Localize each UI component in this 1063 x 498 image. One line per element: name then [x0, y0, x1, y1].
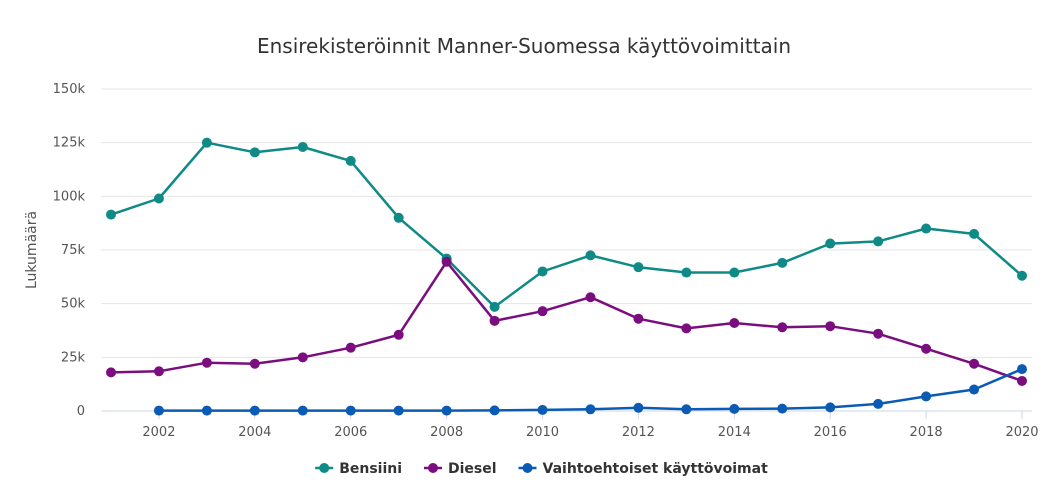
data-point[interactable]: [249, 147, 260, 158]
legend-marker: [522, 463, 533, 473]
data-point[interactable]: [921, 223, 932, 234]
data-point[interactable]: [537, 266, 548, 277]
data-point[interactable]: [681, 404, 692, 415]
y-axis-title: Lukumäärä: [24, 211, 40, 289]
data-point[interactable]: [345, 342, 356, 353]
data-point[interactable]: [1017, 270, 1027, 281]
legend-item[interactable]: Vaihtoehtoiset käyttövoimat: [518, 461, 769, 477]
y-tick-label: 75k: [61, 243, 86, 258]
x-tick-label: 2014: [718, 425, 751, 440]
data-point[interactable]: [153, 405, 164, 416]
data-point[interactable]: [106, 209, 116, 220]
series-1: [106, 256, 1027, 386]
x-tick-label: 2006: [334, 425, 367, 440]
x-tick-label: 2004: [238, 425, 271, 440]
series-layer: [106, 137, 1027, 416]
data-point[interactable]: [201, 405, 212, 416]
y-tick-label: 50k: [61, 297, 86, 312]
data-point[interactable]: [729, 403, 740, 414]
data-point[interactable]: [153, 193, 164, 204]
data-point[interactable]: [777, 403, 788, 414]
data-point[interactable]: [489, 315, 500, 326]
x-tick-label: 2018: [910, 425, 943, 440]
data-point[interactable]: [825, 238, 836, 249]
data-point[interactable]: [873, 328, 884, 339]
data-point[interactable]: [969, 358, 980, 369]
data-point[interactable]: [441, 256, 452, 267]
data-point[interactable]: [393, 329, 404, 340]
data-point[interactable]: [681, 267, 692, 278]
data-point[interactable]: [633, 313, 644, 324]
series-0: [106, 137, 1027, 312]
data-point[interactable]: [585, 404, 596, 415]
data-point[interactable]: [297, 405, 308, 416]
data-point[interactable]: [1017, 364, 1027, 375]
data-point[interactable]: [1017, 375, 1027, 386]
y-axis-ticks: 0 25k 50k 75k 100k 125k 150k: [53, 82, 86, 419]
legend-item[interactable]: Bensiini: [315, 461, 402, 477]
data-point[interactable]: [777, 257, 788, 268]
data-point[interactable]: [297, 141, 308, 152]
y-tick-label: 25k: [61, 350, 86, 365]
x-tick-label: 2010: [526, 425, 559, 440]
data-point[interactable]: [201, 357, 212, 368]
data-point[interactable]: [153, 366, 164, 377]
legend[interactable]: Bensiini Diesel Vaihtoehtoiset käyttövoima…: [315, 461, 768, 477]
series-line: [110, 141, 1023, 309]
x-tick-label: 2012: [622, 425, 655, 440]
legend-marker: [428, 463, 438, 473]
data-point[interactable]: [969, 228, 980, 239]
legend-marker: [319, 463, 330, 473]
data-point[interactable]: [297, 352, 308, 363]
y-tick-label: 0: [77, 404, 85, 419]
data-point[interactable]: [825, 321, 836, 332]
data-point[interactable]: [345, 155, 356, 166]
series-2: [153, 364, 1027, 416]
data-point[interactable]: [921, 343, 932, 354]
legend-label: Vaihtoehtoiset käyttövoimat: [543, 461, 769, 477]
data-point[interactable]: [201, 137, 212, 148]
series-line: [110, 260, 1023, 383]
data-point[interactable]: [921, 391, 932, 402]
data-point[interactable]: [106, 367, 116, 378]
data-point[interactable]: [441, 405, 452, 416]
data-point[interactable]: [585, 292, 596, 303]
x-tick-label: 2002: [142, 425, 175, 440]
x-tick-label: 2016: [814, 425, 847, 440]
data-point[interactable]: [633, 262, 644, 273]
y-tick-label: 125k: [53, 136, 86, 151]
data-point[interactable]: [825, 402, 836, 413]
chart-title: Ensirekisteröinnit Manner-Suomessa käytt…: [257, 34, 791, 58]
data-point[interactable]: [585, 250, 596, 261]
y-tick-label: 100k: [53, 189, 86, 204]
data-point[interactable]: [729, 267, 740, 278]
legend-item[interactable]: Diesel: [424, 461, 497, 477]
data-point[interactable]: [537, 404, 548, 415]
x-tick-label: 2008: [430, 425, 463, 440]
data-point[interactable]: [393, 405, 404, 416]
x-tick-label: 2020: [1005, 425, 1038, 440]
data-point[interactable]: [729, 317, 740, 328]
x-axis-ticks: 2002 2004 2006 2008 2010 2012 2014 2016 2018 2020: [142, 411, 1039, 440]
data-point[interactable]: [489, 301, 500, 312]
data-point[interactable]: [249, 405, 260, 416]
data-point[interactable]: [969, 384, 980, 395]
data-point[interactable]: [873, 236, 884, 247]
y-tick-label: 150k: [53, 82, 86, 97]
data-point[interactable]: [873, 398, 884, 409]
data-point[interactable]: [249, 358, 260, 369]
data-point[interactable]: [537, 306, 548, 317]
data-point[interactable]: [681, 323, 692, 334]
data-point[interactable]: [777, 322, 788, 333]
data-point[interactable]: [633, 402, 644, 413]
legend-label: Bensiini: [339, 461, 402, 477]
data-point[interactable]: [393, 212, 404, 223]
legend-label: Diesel: [448, 461, 497, 477]
data-point[interactable]: [489, 405, 500, 416]
data-point[interactable]: [345, 405, 356, 416]
